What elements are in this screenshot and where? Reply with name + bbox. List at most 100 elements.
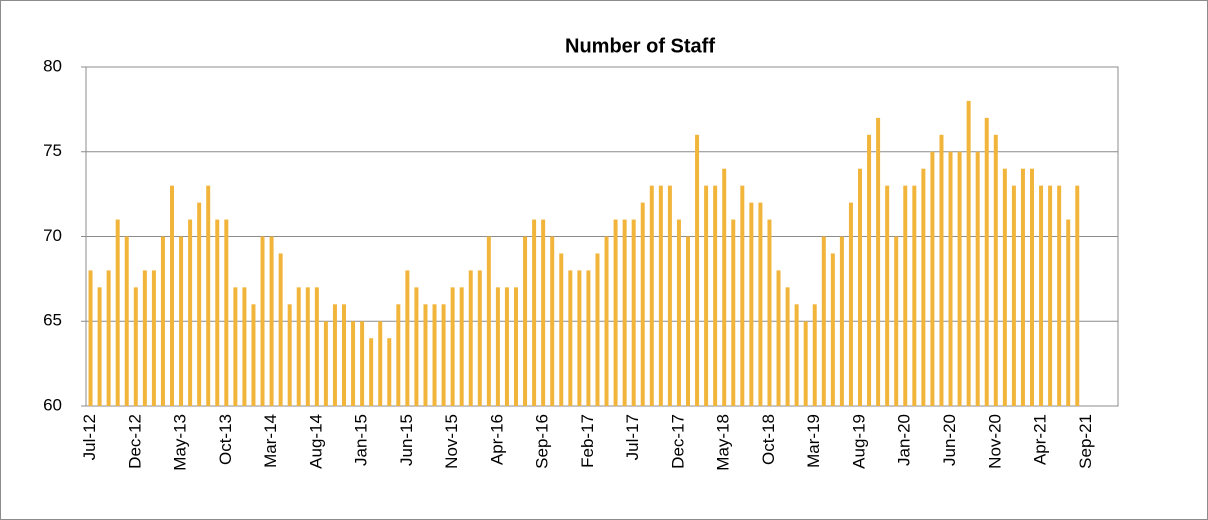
bar — [858, 168, 862, 406]
bar — [731, 219, 736, 406]
bar — [550, 236, 555, 406]
x-tick-label: Jan-20 — [895, 414, 914, 466]
bar — [88, 270, 93, 406]
bar — [1066, 219, 1071, 406]
bar — [351, 321, 356, 406]
bar — [179, 236, 184, 406]
bar — [948, 151, 953, 406]
bar — [749, 202, 754, 406]
bar — [378, 321, 383, 406]
bar — [776, 270, 781, 406]
x-tick-label: Oct-18 — [759, 414, 778, 465]
bar — [758, 202, 763, 406]
bar — [188, 219, 193, 406]
x-tick-label: Oct-13 — [216, 414, 235, 465]
x-tick-label: May-13 — [171, 414, 190, 471]
x-tick-label: Apr-16 — [487, 414, 506, 465]
bar — [921, 168, 926, 406]
x-tick-label: Dec-12 — [125, 414, 144, 469]
bar — [251, 304, 256, 406]
bar — [676, 219, 681, 406]
bar — [278, 253, 283, 406]
bar — [441, 304, 446, 406]
bar — [794, 304, 799, 406]
bar — [785, 287, 790, 406]
bar — [848, 202, 853, 406]
bar — [151, 270, 156, 406]
bar — [649, 185, 654, 406]
bar — [233, 287, 238, 406]
bar — [559, 253, 564, 406]
bar — [885, 185, 890, 406]
y-tick-label: 70 — [43, 226, 62, 245]
y-tick-label: 60 — [43, 395, 62, 414]
bar — [803, 321, 808, 406]
bar — [523, 236, 528, 406]
bar — [459, 287, 464, 406]
bar — [197, 202, 202, 406]
bar — [296, 287, 301, 406]
bar — [369, 338, 374, 406]
bar — [342, 304, 346, 406]
bar — [224, 219, 229, 406]
bar — [106, 270, 111, 406]
bar — [242, 287, 247, 406]
bar — [215, 219, 220, 406]
bar — [867, 134, 872, 407]
bar — [332, 304, 337, 406]
bar — [667, 185, 672, 406]
bar — [269, 236, 274, 406]
x-tick-label: Mar-14 — [261, 414, 280, 468]
x-tick-label: Aug-19 — [849, 414, 868, 469]
bar — [839, 236, 844, 406]
bar — [993, 134, 998, 407]
bar — [170, 185, 174, 406]
x-tick-label: Sep-21 — [1076, 414, 1095, 469]
bar — [1057, 185, 1062, 406]
bar — [1075, 185, 1080, 406]
bar — [260, 236, 265, 406]
bar — [631, 219, 636, 406]
x-tick-label: Jan-15 — [352, 414, 371, 466]
bar — [115, 219, 120, 406]
bar — [713, 185, 718, 406]
bar — [1030, 168, 1034, 406]
bar — [142, 270, 147, 406]
bar — [640, 202, 645, 406]
x-tick-label: Jul-17 — [623, 414, 642, 460]
bar — [957, 151, 962, 406]
bar — [1048, 185, 1053, 406]
bar — [686, 236, 690, 406]
x-tick-label: Sep-16 — [533, 414, 552, 469]
bar — [504, 287, 509, 406]
bar — [287, 304, 292, 406]
x-tick-label: Feb-17 — [578, 414, 597, 468]
bar — [604, 236, 609, 406]
bar — [133, 287, 138, 406]
bar — [160, 236, 165, 406]
bar — [912, 185, 917, 406]
bar — [984, 117, 989, 406]
bar — [740, 185, 745, 406]
x-tick-label: Jun-20 — [940, 414, 959, 466]
bar — [568, 270, 573, 406]
bar — [323, 321, 328, 406]
bar — [206, 185, 211, 406]
x-tick-label: Mar-19 — [804, 414, 823, 468]
bar — [405, 270, 410, 406]
bar — [423, 304, 428, 406]
bar — [1011, 185, 1016, 406]
bar — [595, 253, 600, 406]
bar — [414, 287, 419, 406]
bar — [704, 185, 709, 406]
x-tick-label: Nov-15 — [442, 414, 461, 469]
bar — [305, 287, 310, 406]
bar — [812, 304, 817, 406]
y-tick-label: 80 — [43, 56, 62, 75]
bar — [876, 117, 881, 406]
chart-title: Number of Staff — [565, 35, 715, 57]
bar — [1002, 168, 1007, 406]
y-tick-label: 75 — [43, 141, 62, 160]
x-tick-label: Jul-12 — [80, 414, 99, 460]
